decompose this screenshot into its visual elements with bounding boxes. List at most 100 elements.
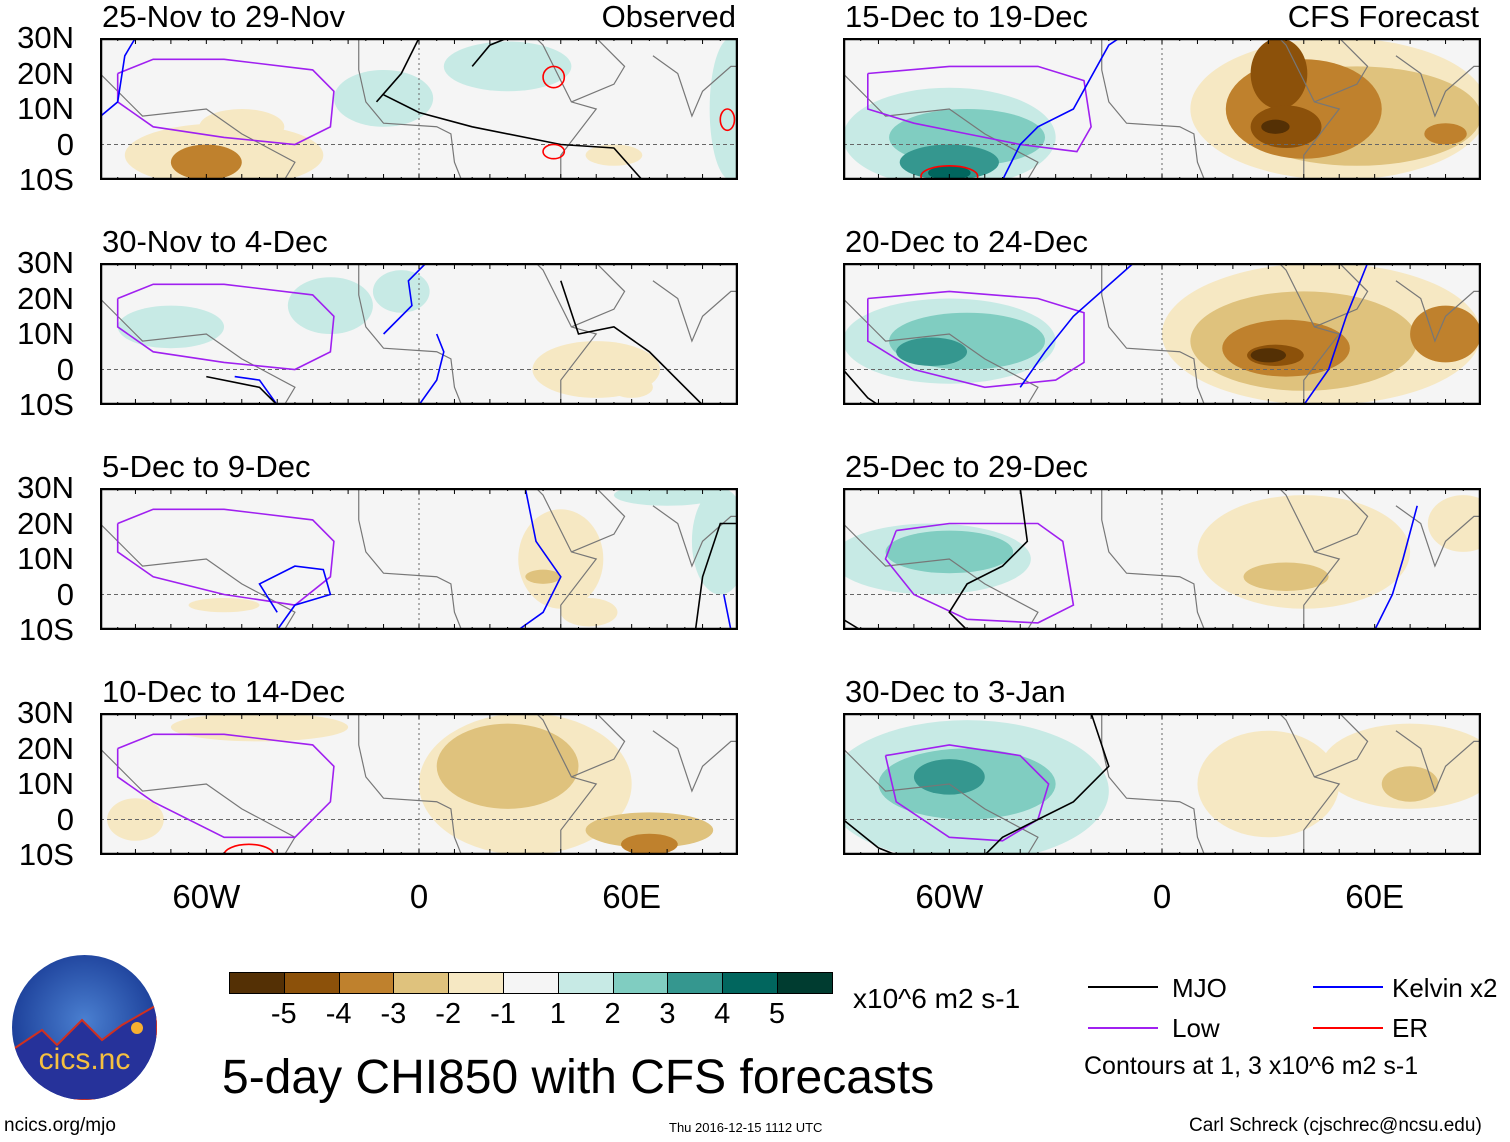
timestamp: Thu 2016-12-15 1112 UTC bbox=[669, 1120, 823, 1135]
colorbar-tick-label: -4 bbox=[325, 998, 352, 1030]
colorbar-swatch bbox=[338, 972, 395, 994]
coastline bbox=[843, 523, 1039, 630]
kelvin-contour bbox=[1001, 38, 1120, 180]
colorbar-swatch bbox=[393, 972, 450, 994]
mjo-contour bbox=[383, 94, 643, 180]
map-panel bbox=[100, 263, 738, 405]
lat-tick-label: 20N bbox=[17, 55, 74, 91]
map-panel bbox=[843, 488, 1481, 630]
low-contour bbox=[867, 65, 1092, 153]
coastline bbox=[358, 38, 738, 180]
map-panel bbox=[100, 38, 738, 180]
anomaly-shading bbox=[1321, 723, 1481, 809]
kelvin-line-swatch bbox=[1313, 986, 1383, 988]
anomaly-shading bbox=[610, 376, 653, 398]
anomaly-shading bbox=[1427, 495, 1481, 552]
colorbar-tick-label: 2 bbox=[604, 998, 621, 1030]
coastline bbox=[1101, 713, 1481, 855]
lat-tick-label: 20N bbox=[17, 505, 74, 541]
low-contour bbox=[884, 522, 1075, 624]
lat-tick-label: 0 bbox=[56, 801, 74, 837]
figure-title: 5-day CHI850 with CFS forecasts bbox=[222, 1051, 935, 1104]
lat-tick-label: 10S bbox=[18, 837, 74, 872]
legend-mjo: MJO bbox=[1172, 973, 1227, 1003]
low-contour bbox=[867, 290, 1085, 389]
anomaly-shading bbox=[1243, 562, 1329, 591]
panel-title: 30-Nov to 4-Dec bbox=[102, 224, 328, 259]
colorbar-swatch bbox=[283, 972, 340, 994]
colorbar-swatch bbox=[667, 972, 724, 994]
kelvin-contour bbox=[418, 333, 445, 405]
mjo-line-swatch bbox=[1088, 986, 1158, 988]
coastline bbox=[358, 488, 738, 630]
lat-tick-label: 0 bbox=[56, 351, 74, 387]
coastline bbox=[1101, 488, 1481, 630]
lon-tick-label: 60W bbox=[172, 878, 241, 915]
anomaly-shading bbox=[896, 337, 968, 366]
mjo-contour bbox=[375, 38, 420, 103]
mjo-contour bbox=[843, 818, 897, 855]
legend-er: ER bbox=[1392, 1013, 1429, 1043]
site-url[interactable]: ncics.org/mjo bbox=[4, 1115, 116, 1136]
anomaly-shading bbox=[170, 713, 349, 742]
lat-tick-label: 30N bbox=[17, 20, 74, 55]
coastline bbox=[100, 298, 296, 405]
kelvin-contour bbox=[1373, 505, 1418, 630]
lat-tick-label: 0 bbox=[56, 576, 74, 612]
er-contour bbox=[542, 65, 566, 89]
map-panel bbox=[100, 713, 738, 855]
panel-title: 20-Dec to 24-Dec bbox=[845, 224, 1088, 259]
lat-tick-label: 30N bbox=[17, 470, 74, 505]
er-contour bbox=[920, 165, 979, 180]
colorbar-tick-label: 3 bbox=[659, 998, 676, 1030]
map-panel bbox=[100, 488, 738, 630]
er-contour bbox=[542, 143, 566, 160]
coastline bbox=[843, 748, 1039, 855]
coastline bbox=[358, 263, 738, 405]
legend: MJO Kelvin x2 Low ER bbox=[1088, 973, 1508, 1045]
kelvin-contour bbox=[234, 375, 278, 405]
mjo-contour bbox=[694, 522, 738, 630]
colorbar-tick-label: -2 bbox=[435, 998, 462, 1030]
er-line-swatch bbox=[1313, 1027, 1383, 1029]
er-contour bbox=[223, 843, 275, 855]
map-panel bbox=[843, 713, 1481, 855]
panel-title: 30-Dec to 3-Jan bbox=[845, 674, 1066, 709]
panel-title: 25-Nov to 29-Nov bbox=[102, 0, 345, 34]
coastline bbox=[100, 523, 296, 630]
lon-tick-label: 0 bbox=[409, 878, 429, 915]
colorbar-tick-label: -5 bbox=[270, 998, 297, 1030]
lon-tick-label: 60E bbox=[1345, 878, 1405, 915]
low-contour bbox=[116, 283, 335, 371]
lat-tick-label: 10N bbox=[17, 766, 74, 801]
forecast-label: CFS Forecast bbox=[1287, 0, 1479, 34]
kelvin-contour bbox=[517, 488, 562, 630]
panel-title: 15-Dec to 19-Dec bbox=[845, 0, 1088, 34]
mountain-icon bbox=[12, 1003, 157, 1100]
anomaly-shading bbox=[333, 69, 434, 127]
low-contour bbox=[116, 58, 335, 146]
lat-tick-label: 20N bbox=[17, 730, 74, 766]
anomaly-shading bbox=[199, 109, 285, 145]
contours-note: Contours at 1, 3 x10^6 m2 s-1 bbox=[1084, 1052, 1419, 1080]
anomaly-shading bbox=[525, 569, 561, 584]
colorbar-tick-label: -3 bbox=[380, 998, 407, 1030]
mjo-contour bbox=[843, 368, 879, 405]
lat-tick-label: 30N bbox=[17, 695, 74, 730]
anomaly-shading bbox=[372, 270, 430, 313]
anomaly-shading bbox=[117, 305, 225, 349]
mjo-contour bbox=[984, 713, 1110, 855]
coastline bbox=[843, 298, 1039, 405]
coastline bbox=[1101, 263, 1481, 405]
colorbar-swatch bbox=[722, 972, 778, 994]
panel-title: 10-Dec to 14-Dec bbox=[102, 674, 345, 709]
anomaly-shading bbox=[560, 598, 618, 627]
anomaly-shading bbox=[443, 41, 572, 92]
anomaly-shading bbox=[621, 833, 678, 855]
colorbar-tick-label: 1 bbox=[549, 998, 566, 1030]
panel-title: 25-Dec to 29-Dec bbox=[845, 449, 1088, 484]
cics-logo: cics.nc bbox=[12, 955, 157, 1100]
anomaly-shading bbox=[1424, 123, 1467, 145]
anomaly-shading bbox=[518, 509, 604, 609]
colorbar-swatch bbox=[448, 972, 504, 994]
